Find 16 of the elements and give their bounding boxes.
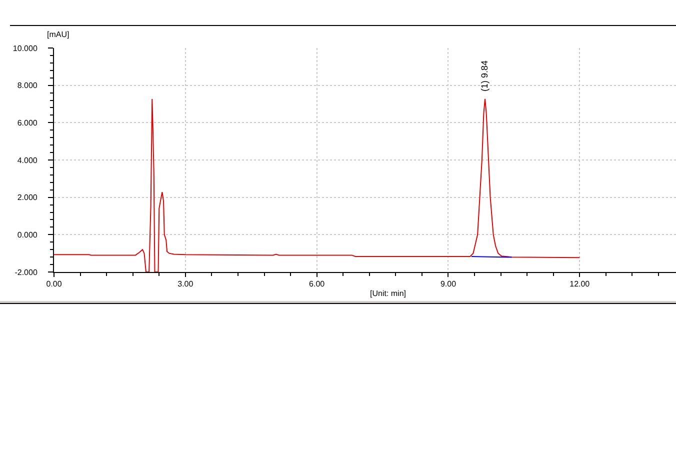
annotation: (1) 9.84 (480, 60, 490, 92)
x-tick-label: 9.00 (440, 280, 457, 289)
y-tick-label: -2.000 (14, 268, 38, 277)
x-tick-label: 3.00 (178, 280, 194, 289)
y-axis-title: [mAU] (47, 30, 70, 39)
line-series (54, 98, 580, 272)
x-tick-label: 6.00 (309, 280, 326, 289)
y-tick-label: 8.000 (17, 81, 38, 90)
y-tick-label: 6.000 (17, 118, 38, 128)
x-tick-label: 0.00 (46, 280, 62, 289)
y-tick-label: 0.000 (17, 230, 38, 240)
x-axis-title: [Unit: min] (370, 289, 406, 298)
x-tick-label: 12.00 (570, 280, 590, 289)
y-tick-label: 10.000 (12, 44, 38, 53)
y-tick-label: 2.000 (17, 193, 38, 202)
y-tick-label: 4.000 (17, 156, 38, 165)
